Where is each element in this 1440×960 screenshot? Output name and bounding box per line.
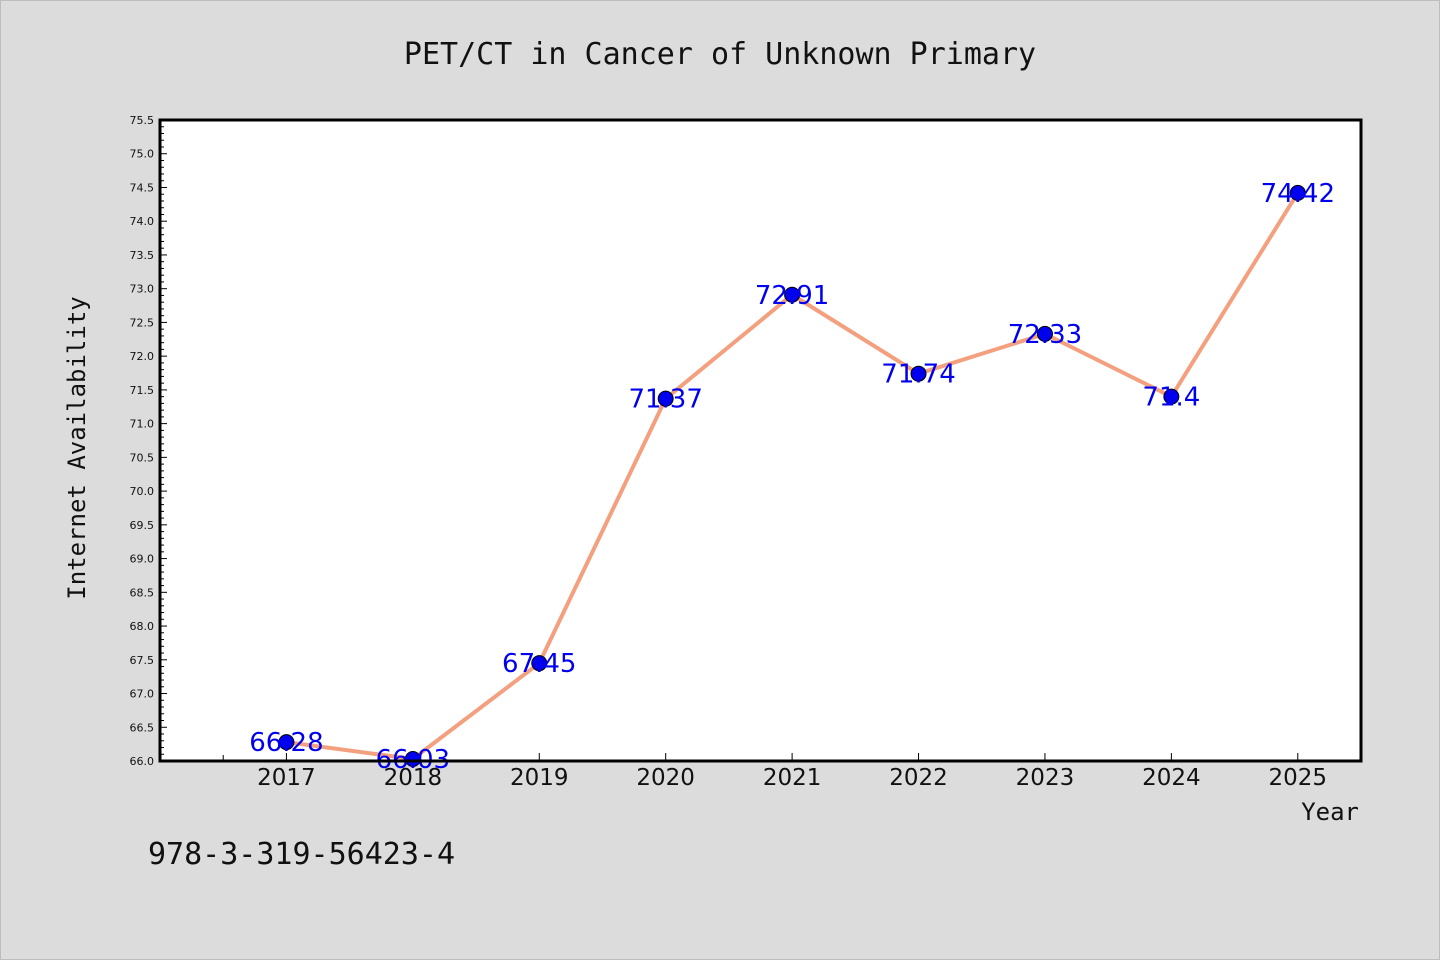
- y-tick-label: 66.5: [130, 721, 155, 734]
- data-label: 67.45: [502, 649, 576, 679]
- y-tick-label: 73.0: [130, 283, 155, 296]
- y-tick-label: 72.5: [130, 316, 155, 329]
- data-point: [1163, 388, 1180, 405]
- data-label: 72.91: [755, 281, 829, 311]
- data-point: [404, 750, 421, 767]
- x-tick-label: 2021: [763, 765, 822, 791]
- y-tick-label: 71.0: [130, 418, 155, 431]
- y-tick-label: 73.5: [130, 249, 155, 262]
- y-axis-label: Internet Availability: [63, 296, 91, 599]
- data-point: [278, 734, 295, 751]
- y-tick-label: 74.0: [130, 215, 155, 228]
- y-tick-label: 74.5: [130, 181, 155, 194]
- y-tick-label: 75.5: [130, 114, 155, 127]
- x-tick-label: 2023: [1016, 765, 1075, 791]
- x-tick-label: 2024: [1142, 765, 1201, 791]
- data-point: [1036, 325, 1053, 342]
- y-tick-label: 71.5: [130, 384, 155, 397]
- plot-area: [160, 120, 1361, 761]
- x-axis-label: Year: [1301, 798, 1359, 826]
- x-tick-label: 2017: [257, 765, 316, 791]
- data-label: 66.28: [249, 728, 323, 758]
- data-point: [657, 390, 674, 407]
- y-tick-label: 72.0: [130, 350, 155, 363]
- x-tick-label: 2019: [510, 765, 569, 791]
- y-tick-label: 68.0: [130, 620, 155, 633]
- data-label: 71.37: [628, 385, 702, 415]
- y-tick-label: 69.0: [130, 553, 155, 566]
- data-label: 72.33: [1008, 320, 1082, 350]
- plot-border: [158, 118, 1363, 763]
- y-tick-label: 70.5: [130, 451, 155, 464]
- y-tick-label: 68.5: [130, 586, 155, 599]
- data-point: [784, 286, 801, 303]
- series-markers: [278, 184, 1306, 767]
- data-labels: 66.2866.0367.4571.3772.9171.7472.3371.47…: [249, 179, 1335, 775]
- data-point: [531, 655, 548, 672]
- data-label: 71.4: [1142, 383, 1200, 413]
- data-label: 71.74: [881, 360, 955, 390]
- x-tick-label: 2018: [384, 765, 443, 791]
- y-tick-label: 69.5: [130, 519, 155, 532]
- y-axis-ticks: 66.0 66.5 67.0 67.5 68.0 68.5 69.0 69.5 70.0 70.5…: [130, 114, 167, 768]
- y-tick-label: 66.0: [130, 755, 155, 768]
- data-point: [910, 365, 927, 382]
- x-tick-label: 2022: [889, 765, 948, 791]
- data-label: 74.42: [1261, 179, 1335, 209]
- footer-code: 978-3-319-56423-4: [148, 837, 455, 872]
- y-tick-label: 75.0: [130, 148, 155, 161]
- x-tick-label: 2020: [636, 765, 695, 791]
- chart-title: PET/CT in Cancer of Unknown Primary: [404, 37, 1036, 72]
- y-tick-label: 67.5: [130, 654, 155, 667]
- y-tick-label: 70.0: [130, 485, 155, 498]
- data-point: [1289, 184, 1306, 201]
- x-axis-ticks: 2017 2018 2019 2020 2021 2022 2023 2024 2025: [222, 753, 1328, 791]
- x-tick-label: 2025: [1269, 765, 1328, 791]
- y-tick-label: 67.0: [130, 688, 155, 701]
